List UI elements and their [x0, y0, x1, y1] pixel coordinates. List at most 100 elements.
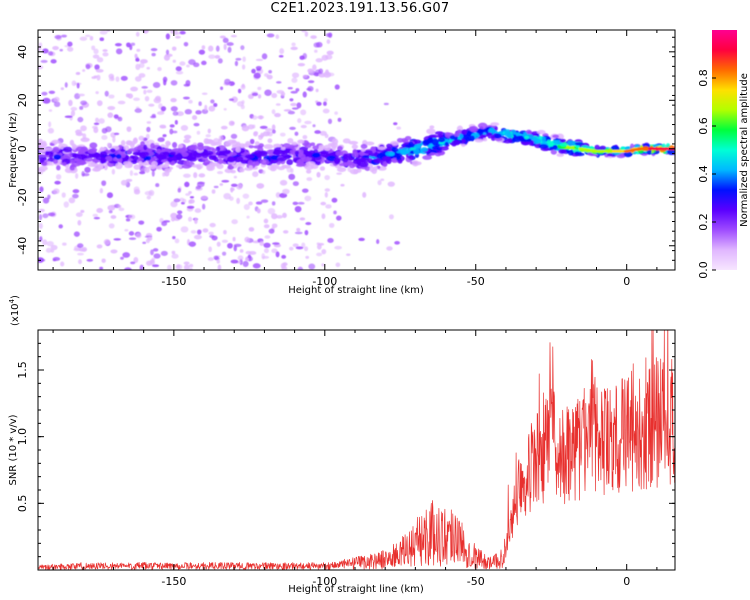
spectrogram-ridge-blob — [189, 144, 196, 150]
spectrogram-ridge-blob — [494, 133, 502, 139]
spectrogram-noise-blob — [205, 134, 211, 138]
snr-x-tick-label: -150 — [161, 575, 186, 588]
spectrogram-noise-blob — [255, 201, 263, 205]
spectrogram-ridge-blob — [229, 151, 237, 157]
spectrogram-noise-blob — [304, 31, 309, 37]
spectrogram-ridge-blob — [556, 133, 564, 140]
spectrogram-noise-blob — [193, 172, 198, 179]
spectrogram-ridge-blob — [227, 156, 235, 162]
spectrogram-noise-blob — [176, 264, 181, 269]
spectrogram-noise-blob — [204, 104, 208, 111]
spectrogram-noise-blob — [292, 201, 299, 206]
spectrogram-noise-blob — [248, 227, 255, 232]
spectrogram-ridge-blob — [267, 138, 273, 144]
spectrogram-noise-blob — [151, 170, 155, 177]
spectrogram-noise-blob — [301, 188, 309, 193]
spectrogram-noise-blob — [117, 204, 122, 209]
spectrogram-noise-blob — [147, 236, 153, 241]
spectrogram-ridge-blob — [336, 167, 347, 173]
spectrogram-ridge-blob — [480, 134, 487, 139]
snr-ticks: -150 -100 -50 0 0.5 1.0 1.5 — [16, 330, 675, 588]
spectrogram-noise-blob — [314, 130, 322, 134]
spectrogram-ridge-blob — [594, 144, 600, 151]
spectrogram-ridge-blob — [132, 151, 143, 156]
spectrogram-noise-blob — [148, 189, 155, 197]
spectrogram-noise-blob — [39, 236, 43, 242]
spectrogram-noise-blob — [157, 137, 165, 142]
spectrogram-noise-blob — [146, 66, 150, 70]
spectrogram-noise-blob — [120, 75, 128, 81]
snr-y-tick-label: 1.0 — [16, 428, 29, 446]
spectrogram-ridge-blob — [408, 154, 414, 160]
spectrogram-noise-blob — [80, 100, 88, 106]
spectrogram-noise-blob — [180, 226, 189, 233]
spectrogram-noise-blob — [138, 62, 145, 68]
spectrogram-noise-blob — [194, 218, 198, 224]
spectrogram-noise-blob — [327, 118, 333, 125]
spectrogram-noise-blob — [253, 131, 258, 137]
spectrogram-ridge-blob — [310, 142, 316, 147]
spectrogram-noise-blob — [91, 76, 97, 79]
spectrogram-ridge-blob — [146, 155, 152, 161]
spectrogram-noise-blob — [231, 219, 238, 225]
spectrogram-noise-blob — [198, 101, 202, 107]
spectrogram-noise-blob — [310, 35, 317, 39]
spectrogram-ridge-blob — [77, 153, 87, 160]
spectrogram-ridge-blob — [538, 144, 549, 149]
spectrogram-noise-blob — [42, 97, 51, 104]
spectrogram-noise-blob — [58, 224, 63, 229]
spectrogram-noise-blob — [208, 54, 216, 59]
spectrogram-noise-blob — [281, 254, 287, 259]
spectrogram-noise-blob — [334, 111, 338, 115]
spectrogram-noise-blob — [79, 36, 88, 41]
spectrogram-noise-blob — [186, 64, 190, 68]
spectrogram-ridge-blob — [138, 160, 143, 167]
spectrogram-noise-blob — [120, 256, 124, 260]
spectrogram-noise-blob — [291, 77, 298, 83]
spectrogram-noise-blob — [294, 131, 299, 136]
spectrogram-noise-blob — [96, 244, 103, 249]
spectrogram-noise-blob — [128, 237, 137, 241]
colorbar-tick-label: 0.8 — [697, 69, 710, 87]
spectrogram-ridge-blob — [89, 142, 98, 149]
spectrogram-marks — [38, 30, 675, 270]
spectrogram-ridge-blob — [56, 165, 61, 171]
spectrogram-ridge-blob — [248, 165, 253, 171]
spectrogram-ridge-blob — [559, 142, 568, 147]
spectrogram-noise-blob — [267, 208, 276, 215]
spectrogram-noise-blob — [143, 89, 147, 95]
spectrogram-noise-blob — [160, 144, 166, 148]
spectrogram-noise-blob — [336, 172, 342, 175]
snr-series-line — [38, 330, 675, 570]
spectrogram-noise-blob — [113, 238, 122, 241]
snr-x-tick-label: -100 — [312, 575, 337, 588]
spectrogram-noise-blob — [264, 235, 271, 239]
spectrogram-noise-blob — [223, 192, 232, 200]
spectrogram-noise-blob — [75, 212, 83, 217]
spectrogram-ridge-blob — [369, 166, 375, 173]
spectrogram-noise-blob — [64, 82, 68, 88]
spectrogram-x-axis-label: Height of straight line (km) — [288, 285, 424, 296]
spectrogram-noise-blob — [193, 122, 200, 127]
spectrogram-noise-blob — [163, 79, 167, 86]
spectrogram-noise-blob — [251, 68, 256, 74]
spectrogram-noise-blob — [173, 198, 181, 203]
spectrogram-noise-blob — [188, 190, 192, 194]
spectrogram-ridge-blob — [408, 141, 414, 147]
spectrogram-ridge-blob — [62, 146, 73, 153]
spectrogram-noise-blob — [188, 267, 193, 270]
spectrogram-noise-blob — [157, 67, 162, 72]
spectrogram-ridge-blob — [294, 150, 299, 156]
spectrogram-noise-blob — [268, 228, 275, 234]
spectrogram-ridge-blob — [56, 160, 62, 164]
spectrogram-noise-blob — [186, 205, 195, 209]
spectrogram-ridge-blob — [52, 148, 59, 153]
spectrogram-noise-blob — [287, 137, 294, 144]
spectrogram-ridge-blob — [83, 157, 94, 162]
spectrogram-noise-blob — [93, 127, 99, 134]
spectrogram-noise-blob — [289, 98, 294, 102]
spectrogram-noise-blob — [297, 118, 302, 124]
spectrogram-noise-blob — [263, 218, 269, 224]
spectrogram-noise-blob — [156, 226, 162, 232]
spectrogram-noise-blob — [388, 214, 394, 220]
